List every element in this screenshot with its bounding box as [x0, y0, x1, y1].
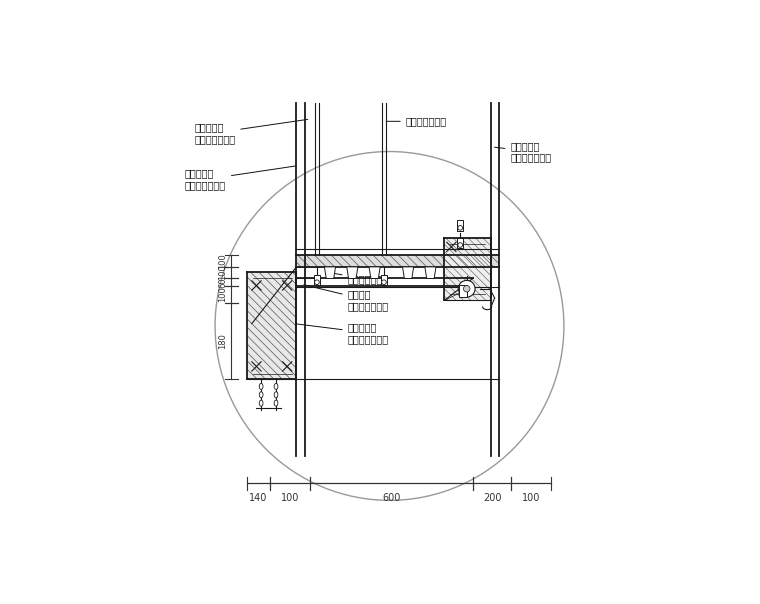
- Polygon shape: [325, 267, 336, 278]
- Bar: [296, 255, 499, 267]
- Text: 200: 200: [483, 493, 502, 503]
- Text: 100: 100: [219, 287, 227, 303]
- Text: 140: 140: [249, 493, 268, 503]
- Bar: [457, 220, 464, 231]
- Ellipse shape: [274, 384, 278, 390]
- Text: 100: 100: [219, 253, 227, 269]
- Bar: [445, 237, 491, 300]
- Text: 60: 60: [219, 277, 227, 288]
- Circle shape: [315, 280, 319, 284]
- Ellipse shape: [259, 392, 263, 398]
- Circle shape: [458, 280, 475, 297]
- Polygon shape: [425, 267, 436, 278]
- Bar: [459, 285, 467, 297]
- Ellipse shape: [274, 400, 278, 406]
- Bar: [247, 272, 296, 379]
- Polygon shape: [347, 267, 358, 278]
- Circle shape: [464, 286, 470, 292]
- Text: 100: 100: [522, 493, 540, 503]
- Circle shape: [382, 280, 386, 284]
- Bar: [314, 275, 320, 285]
- Text: 100: 100: [219, 265, 227, 280]
- Text: 石膏顶槽线
白色乳胶漆饰面: 石膏顶槽线 白色乳胶漆饰面: [185, 166, 296, 190]
- Ellipse shape: [274, 392, 278, 398]
- Bar: [381, 275, 387, 285]
- Ellipse shape: [259, 384, 263, 390]
- Bar: [457, 237, 464, 248]
- Ellipse shape: [259, 400, 263, 406]
- Polygon shape: [403, 267, 413, 278]
- Text: 木龙骨防火处理: 木龙骨防火处理: [386, 117, 447, 126]
- Text: 180: 180: [219, 333, 227, 349]
- Polygon shape: [369, 267, 380, 278]
- Text: 实木线条
白色乳胶漆饰面: 实木线条 白色乳胶漆饰面: [304, 284, 389, 311]
- Text: 100: 100: [280, 493, 299, 503]
- Text: 纸面石膏板
白色乳胶漆饰面: 纸面石膏板 白色乳胶漆饰面: [297, 322, 389, 344]
- Text: 600: 600: [382, 493, 401, 503]
- Circle shape: [458, 243, 463, 248]
- Text: 纸面石膏板
白色乳胶漆饰面: 纸面石膏板 白色乳胶漆饰面: [194, 120, 308, 144]
- Text: 木龙骨防火处理: 木龙骨防火处理: [326, 272, 389, 284]
- Circle shape: [458, 225, 463, 230]
- Text: 石膏顶槽线
白色乳胶漆饰面: 石膏顶槽线 白色乳胶漆饰面: [495, 141, 552, 162]
